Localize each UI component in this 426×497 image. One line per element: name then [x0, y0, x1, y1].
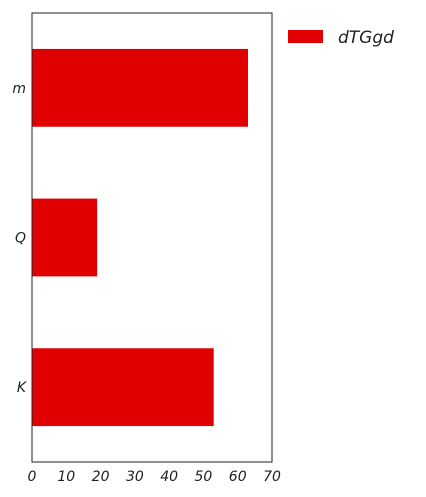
y-tick-label-m: m: [12, 81, 26, 97]
y-tick-label-k: K: [17, 380, 28, 396]
legend: dTGgd: [288, 28, 394, 48]
x-tick-label-20: 20: [92, 469, 110, 485]
x-tick-label-60: 60: [229, 469, 247, 485]
y-axis-ticks: m Q K: [12, 81, 27, 396]
plot-frame: [31, 12, 273, 463]
x-axis-ticks: 0 10 20 30 40 50 60 70: [28, 469, 281, 485]
x-tick-label-70: 70: [263, 469, 281, 485]
y-tick-label-q: Q: [15, 231, 26, 247]
legend-swatch: [288, 30, 323, 43]
bar-k: [32, 348, 214, 427]
x-tick-label-0: 0: [28, 469, 37, 485]
x-tick-label-50: 50: [195, 469, 213, 485]
bars-group: [32, 48, 248, 427]
bar-q: [32, 198, 98, 277]
legend-label-dtggd: dTGgd: [338, 28, 394, 48]
x-tick-label-10: 10: [57, 469, 75, 485]
x-tick-label-30: 30: [126, 469, 144, 485]
bar-m: [32, 48, 248, 127]
x-tick-label-40: 40: [160, 469, 178, 485]
